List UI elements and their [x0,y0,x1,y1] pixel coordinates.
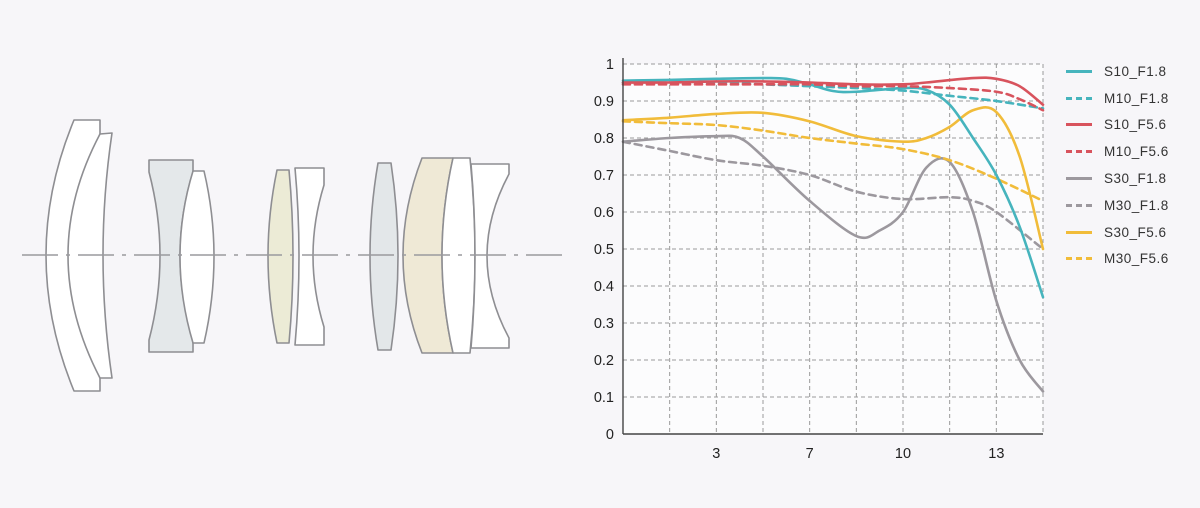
series-line-s30-f1-8 [621,134,1045,393]
y-tick-labels: 0 0.1 0.2 0.3 0.4 0.5 0.6 0.7 0.8 0.9 1 [594,57,614,443]
lens-construction-diagram [22,119,570,392]
y-tick-label: 0.1 [594,390,614,406]
legend-swatch [1066,69,1092,73]
series-line-m30-f1-8 [621,140,1045,251]
y-tick-label: 1 [606,57,614,73]
lens-element-10 [470,163,510,349]
x-tick-labels: 3 7 10 13 [712,446,1004,462]
legend-item: M30_F1.8 [1066,192,1169,219]
legend-label: M10_F5.6 [1104,144,1169,160]
series-lines [621,76,1045,393]
x-tick-label: 13 [988,446,1004,462]
legend-item: S30_F5.6 [1066,219,1169,246]
series-line-s10-f1-8 [621,76,1045,299]
legend-item: S30_F1.8 [1066,165,1169,192]
lens-element-4 [179,170,215,344]
legend-label: S30_F1.8 [1104,171,1167,187]
legend-item: M30_F5.6 [1066,246,1169,273]
x-tick-label: 3 [712,446,720,462]
x-tick-label: 10 [895,446,911,462]
series-line-m10-f5-6 [621,82,1045,112]
legend-swatch [1066,177,1092,181]
legend-label: S30_F5.6 [1104,224,1167,240]
chart-legend: S10_F1.8 M10_F1.8 S10_F5.6 M10_F5.6 S30_F1.8… [1066,58,1169,272]
legend-swatch [1066,123,1092,127]
lens-element-6 [294,167,325,346]
grid-lines [623,63,1044,434]
y-tick-label: 0.6 [594,205,614,221]
y-tick-label: 0.2 [594,353,614,369]
y-tick-label: 0.4 [594,279,614,295]
legend-item: M10_F5.6 [1066,138,1169,165]
y-tick-label: 0.7 [594,168,614,184]
legend-swatch [1066,230,1092,234]
y-tick-label: 0.5 [594,242,614,258]
y-tick-label: 0 [606,427,614,443]
legend-swatch [1066,203,1092,207]
series-line-m10-f1-8 [621,81,1045,110]
legend-label: S10_F5.6 [1104,117,1167,133]
series-line-s10-f5-6 [621,76,1045,106]
legend-swatch [1066,150,1092,154]
series-line-s30-f5-6 [621,106,1045,251]
legend-swatch [1066,96,1092,100]
legend-swatch [1066,257,1092,261]
legend-label: M30_F5.6 [1104,251,1169,267]
y-tick-label: 0.9 [594,94,614,110]
x-tick-label: 7 [806,446,814,462]
legend-label: M30_F1.8 [1104,197,1169,213]
lens-element-7 [369,162,399,351]
legend-item: M10_F1.8 [1066,85,1169,112]
legend-label: S10_F1.8 [1104,63,1167,79]
legend-item: S10_F5.6 [1066,112,1169,139]
lens-element-5 [267,169,294,344]
series-line-m30-f5-6 [621,120,1045,203]
y-tick-label: 0.8 [594,131,614,147]
y-tick-label: 0.3 [594,316,614,332]
legend-label: M10_F1.8 [1104,90,1169,106]
legend-item: S10_F1.8 [1066,58,1169,85]
